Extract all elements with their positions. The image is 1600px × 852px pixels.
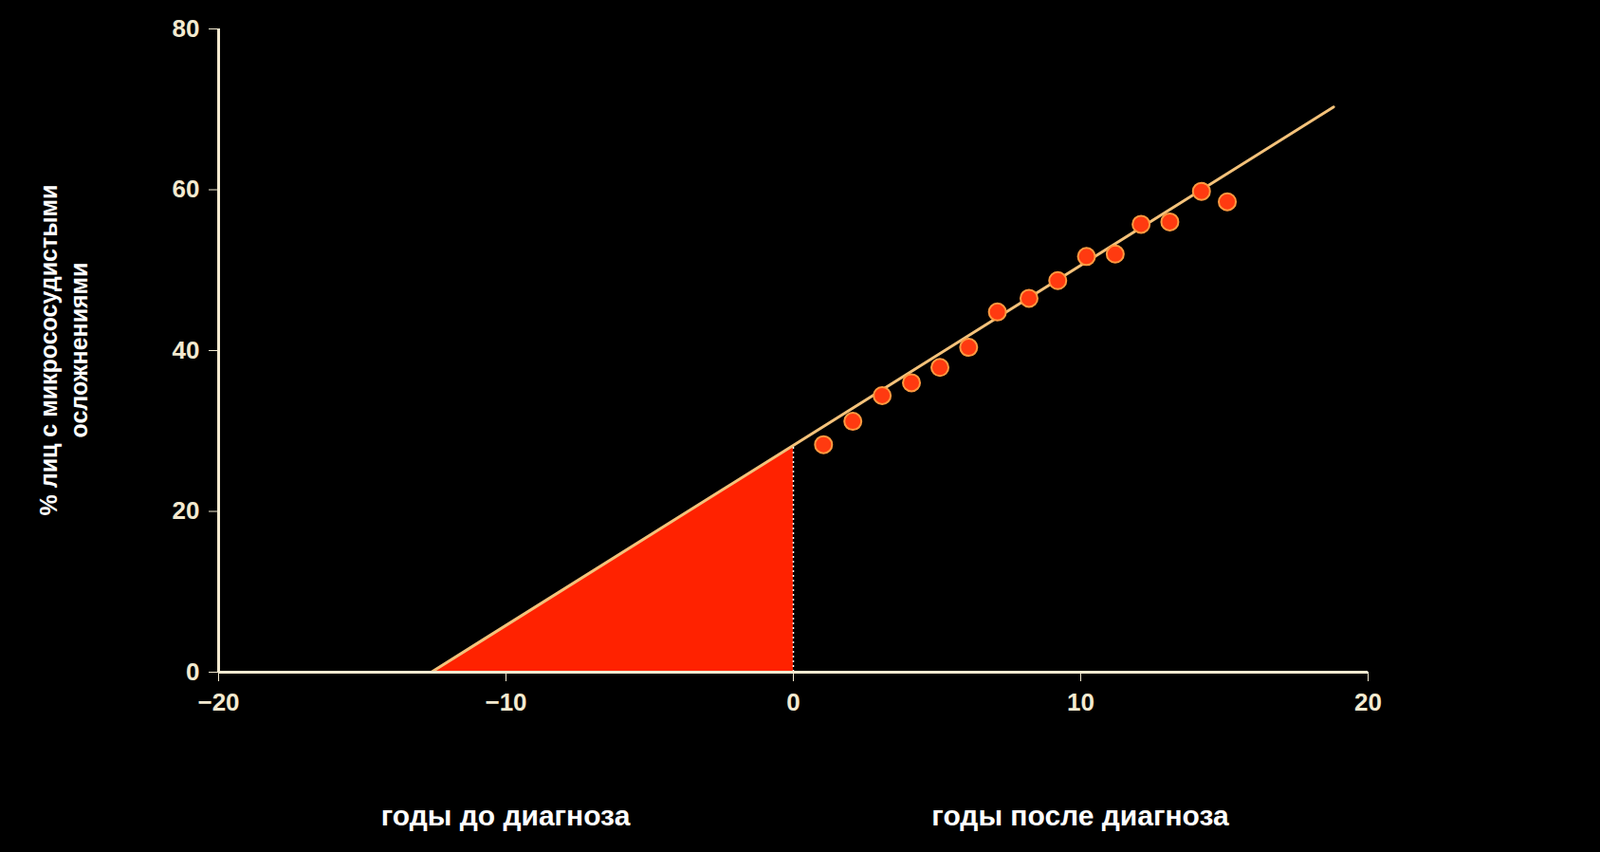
svg-text:60: 60 [172,174,201,203]
svg-text:80: 80 [172,14,201,43]
svg-text:0: 0 [786,687,800,717]
svg-text:40: 40 [172,335,201,365]
svg-text:годы после диагноза: годы после диагноза [931,799,1230,831]
svg-text:10: 10 [1066,687,1095,717]
svg-text:−20: −20 [197,687,240,717]
svg-text:% лиц с микрососудистымиосложн: % лиц с микрососудистымиосложнениями [35,184,92,516]
svg-text:годы до диагноза: годы до диагноза [381,799,631,831]
svg-text:20: 20 [172,496,201,525]
svg-text:0: 0 [185,657,200,686]
svg-text:−10: −10 [484,687,527,717]
svg-text:20: 20 [1354,687,1382,717]
